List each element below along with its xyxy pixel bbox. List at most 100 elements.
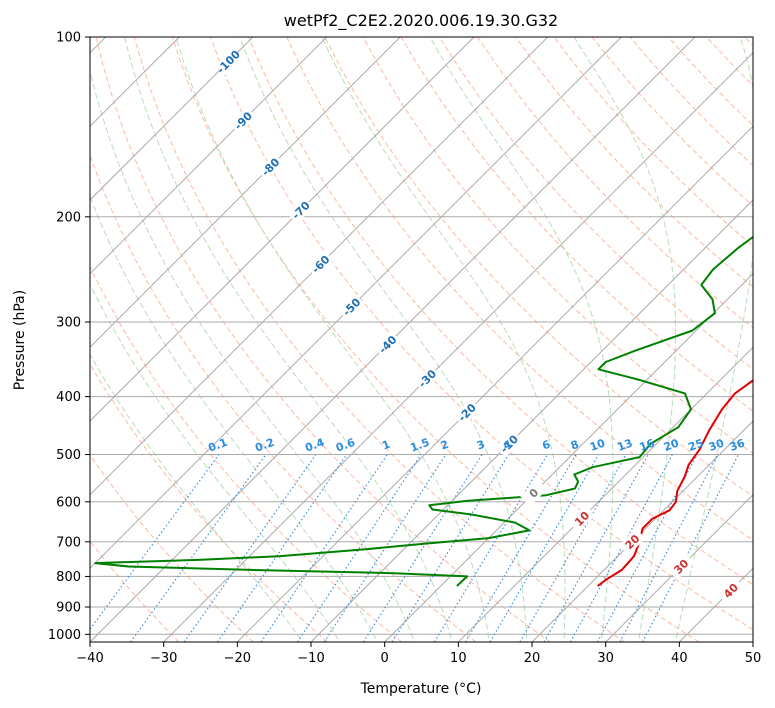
- background-lines: [90, 37, 753, 642]
- isotherm-label-bg: [229, 107, 257, 134]
- y-tick-label: 800: [56, 570, 81, 585]
- x-tick-label: −40: [76, 651, 103, 666]
- dry-adiabat-line: [171, 37, 700, 642]
- x-tick-label: 0: [381, 651, 389, 666]
- y-tick-label: 100: [56, 31, 81, 46]
- x-tick-label: 10: [450, 651, 467, 666]
- x-tick-label: 30: [597, 651, 614, 666]
- dry-adiabat-line: [90, 453, 254, 642]
- dewpoint-profile-line: [94, 235, 753, 587]
- mixing-ratio-label: 0.4: [303, 436, 326, 455]
- y-axis: 100 200 300 400 500 600 700 800 900 1000: [48, 31, 90, 643]
- series-lines: [94, 235, 753, 587]
- isotherm-label-bg: [307, 250, 335, 278]
- y-tick-label: 1000: [48, 628, 81, 643]
- temperature-profile-line: [597, 379, 753, 587]
- x-tick-label: 20: [524, 651, 541, 666]
- y-axis-label: Pressure (hPa): [12, 290, 28, 390]
- dry-adiabat-line: [95, 37, 551, 642]
- mixing-ratio-line: [619, 454, 719, 642]
- mixing-ratio-label: 0.2: [253, 436, 276, 455]
- isotherm-line: [90, 37, 622, 570]
- x-tick-label: 50: [745, 651, 762, 666]
- isotherm-line: [90, 37, 328, 275]
- mixing-ratio-label: 30: [707, 436, 726, 454]
- y-tick-label: 300: [56, 315, 81, 330]
- mixing-ratio-line: [489, 454, 600, 642]
- isotherm-line: [163, 51, 753, 642]
- isotherm-label-bg: [256, 153, 284, 181]
- y-tick-label: 400: [56, 390, 81, 405]
- isotherm-label-bg: [568, 505, 596, 533]
- chart-title: wetPf2_C2E2.2020.006.19.30.G32: [284, 11, 558, 31]
- isotherm-line: [236, 125, 753, 642]
- mixing-ratio-label: 2: [439, 438, 451, 453]
- mixing-ratio-label: 8: [569, 438, 581, 453]
- dry-adiabat-line: [90, 153, 477, 642]
- mixing-ratio-label: 16: [638, 436, 657, 454]
- isotherm-label-bg: [520, 479, 548, 507]
- isotherm-line: [90, 37, 549, 496]
- dry-adiabat-line: [248, 37, 753, 586]
- isotherm-label-bg: [374, 330, 402, 358]
- mixing-ratio-line: [433, 454, 549, 642]
- mixing-ratio-label: 20: [662, 436, 681, 454]
- mixing-ratio-line: [464, 454, 577, 642]
- dry-adiabat-line: [515, 37, 753, 288]
- y-tick-label: 600: [56, 495, 81, 510]
- dry-adiabat-line: [90, 363, 328, 642]
- isotherm-line: [90, 37, 254, 201]
- isotherm-line: [384, 272, 753, 642]
- mixing-ratio-label: 3: [475, 438, 487, 453]
- isotherm-label-bg: [287, 196, 315, 224]
- x-tick-label: −10: [297, 651, 324, 666]
- isotherm-label-bg: [667, 553, 695, 580]
- mixing-ratio-label: 13: [615, 436, 634, 453]
- mixing-ratio-line: [362, 454, 483, 642]
- isotherm-label-bg: [495, 430, 523, 458]
- moist-adiabat-line: [175, 37, 490, 642]
- moist-adiabat-line: [321, 37, 566, 642]
- x-axis-label: Temperature (°C): [360, 681, 482, 697]
- isotherm-line: [310, 199, 753, 642]
- y-tick-label: 700: [56, 535, 81, 550]
- isotherm-line: [457, 346, 753, 642]
- moist-adiabat-line: [429, 37, 614, 642]
- mixing-ratio-label: 36: [728, 436, 747, 454]
- moist-adiabat-line: [90, 195, 378, 642]
- dry-adiabat-line: [90, 265, 403, 642]
- mixing-ratio-label: 10: [588, 436, 607, 454]
- mixing-ratio-line: [323, 454, 447, 642]
- mixing-ratio-label: 1.5: [408, 436, 431, 455]
- mixing-ratio-line: [90, 454, 220, 631]
- isotherm-label-bg: [453, 398, 481, 426]
- mixing-ratio-line: [391, 454, 510, 642]
- moist-adiabat-line: [573, 37, 677, 642]
- plot-frame: [89, 36, 754, 643]
- mixing-ratio-line: [642, 454, 739, 642]
- mixing-ratio-label: 1: [380, 438, 392, 453]
- moist-adiabat-line: [90, 353, 304, 642]
- isotherm-line: [90, 37, 475, 422]
- moist-adiabat-line: [124, 37, 453, 642]
- mixing-ratio-label: 6: [540, 438, 552, 453]
- moist-adiabat-line: [239, 37, 528, 642]
- y-tick-label: 200: [56, 210, 81, 225]
- dry-adiabat-line: [90, 540, 180, 642]
- isotherm-line: [90, 37, 401, 349]
- x-axis: −40 −30 −20 −10 0 10 20 30 40 50: [76, 642, 761, 666]
- isotherm-line: [605, 493, 753, 642]
- dry-adiabat-line: [438, 37, 753, 370]
- x-tick-label: −30: [150, 651, 177, 666]
- dry-adiabat-line: [324, 37, 753, 498]
- isotherm-label-bg: [338, 293, 365, 321]
- dry-adiabat-line: [133, 37, 625, 642]
- mixing-ratio-label: 4: [502, 438, 514, 453]
- y-tick-label: 500: [56, 448, 81, 463]
- mixing-ratio-line: [296, 454, 422, 642]
- isotherm-label-bg: [618, 528, 646, 556]
- mixing-ratio-label: 0.6: [334, 436, 357, 455]
- x-tick-label: 40: [671, 651, 688, 666]
- isotherm-label-bg: [214, 48, 242, 76]
